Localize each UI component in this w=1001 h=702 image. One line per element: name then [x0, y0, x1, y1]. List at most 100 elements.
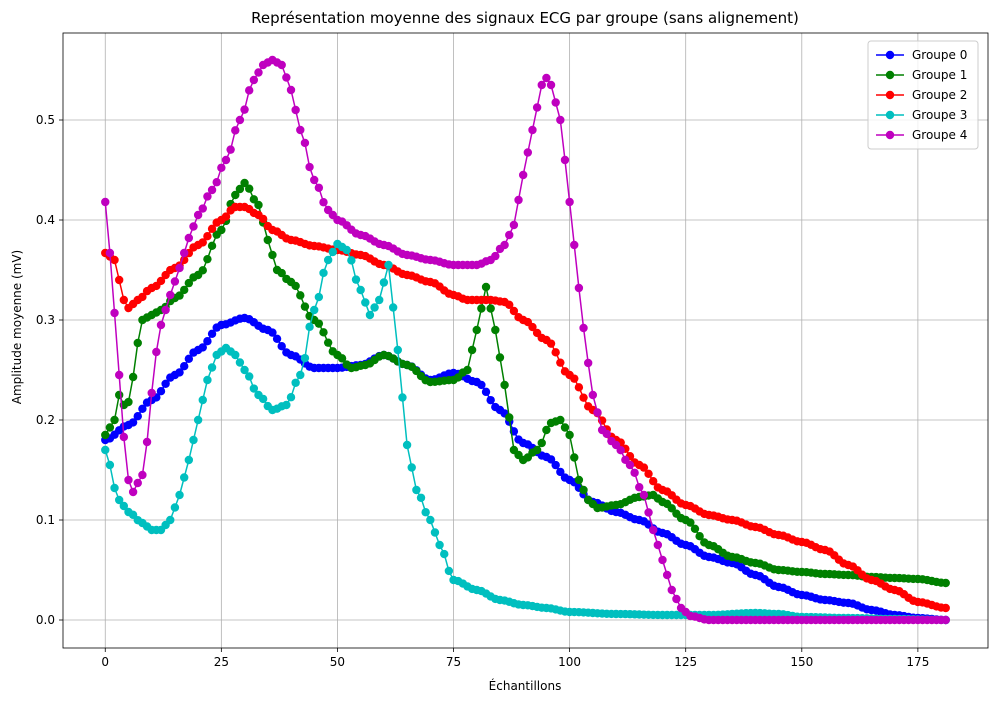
data-point [198, 395, 207, 405]
data-point [110, 308, 119, 318]
data-point [258, 214, 268, 224]
data-point [184, 278, 194, 288]
data-point [941, 615, 950, 625]
data-point [941, 603, 950, 613]
data-point [138, 404, 147, 413]
data-point [207, 329, 217, 338]
data-point [532, 445, 542, 455]
data-point [556, 115, 565, 125]
data-point [319, 268, 328, 278]
data-point [138, 292, 147, 302]
data-point [402, 440, 412, 450]
data-point [574, 283, 584, 293]
data-point [477, 380, 486, 390]
data-point [379, 278, 389, 287]
data-point [156, 387, 166, 396]
data-point [370, 303, 379, 312]
legend-label: Groupe 0 [912, 48, 967, 62]
data-point [551, 348, 560, 357]
data-point [421, 508, 430, 517]
data-point [565, 430, 574, 440]
data-point [193, 415, 203, 425]
x-tick-label: 125 [674, 655, 697, 669]
data-point [644, 469, 653, 478]
data-point [263, 235, 272, 245]
data-point [537, 438, 546, 448]
data-point [300, 302, 310, 311]
data-point [217, 225, 226, 235]
legend: Groupe 0 Groupe 1 Groupe 2 Groupe 3 Groupe 4 [867, 40, 979, 150]
data-point [570, 374, 579, 383]
data-point [323, 255, 333, 265]
data-point [119, 295, 129, 305]
data-point [101, 197, 110, 207]
data-point [491, 251, 500, 261]
data-point [184, 354, 194, 363]
data-point [495, 353, 505, 362]
data-point [625, 460, 635, 470]
data-point [528, 125, 537, 135]
series-1 [101, 178, 950, 588]
data-point [240, 178, 249, 188]
data-point [407, 463, 416, 472]
data-point [384, 260, 393, 270]
data-point [240, 105, 249, 114]
data-point [556, 467, 565, 477]
data-point [198, 343, 207, 352]
data-point [249, 195, 259, 204]
data-point [291, 105, 300, 115]
data-point [231, 126, 240, 135]
data-point [180, 473, 189, 482]
data-point [277, 342, 286, 351]
data-point [277, 268, 286, 278]
data-point [686, 518, 695, 527]
data-point [101, 430, 110, 440]
data-point [658, 555, 667, 565]
data-point [310, 175, 319, 185]
data-point [546, 455, 556, 464]
data-point [133, 412, 142, 421]
data-point [175, 490, 184, 500]
data-point [574, 475, 584, 485]
data-point [347, 256, 356, 265]
data-point [426, 515, 435, 525]
data-point [235, 115, 245, 125]
data-point [477, 304, 486, 313]
data-point [305, 162, 314, 172]
data-point [361, 298, 370, 307]
data-point [110, 415, 119, 425]
data-point [105, 460, 115, 470]
data-point [170, 277, 180, 286]
data-point [180, 248, 189, 258]
data-point [300, 353, 310, 363]
data-point [588, 390, 598, 400]
y-tick-label: 0.0 [36, 613, 55, 627]
data-point [156, 276, 166, 286]
data-point [203, 254, 212, 264]
y-tick-label: 0.3 [36, 313, 55, 327]
x-tick-label: 150 [790, 655, 813, 669]
data-point [277, 60, 286, 70]
data-point [254, 68, 263, 77]
data-point [156, 320, 166, 330]
data-point [695, 532, 704, 541]
data-point [184, 233, 194, 243]
data-point [690, 524, 700, 533]
data-point [570, 453, 579, 462]
data-point [180, 362, 189, 371]
chart-title: Représentation moyenne des signaux ECG p… [251, 9, 799, 27]
data-point [245, 86, 254, 95]
data-point [128, 418, 138, 427]
data-point [509, 306, 519, 316]
data-point [161, 305, 170, 315]
data-point [542, 425, 551, 435]
data-point [649, 477, 658, 486]
legend-item: Groupe 2 [876, 88, 967, 102]
data-point [114, 275, 124, 285]
data-point [639, 490, 649, 500]
data-point [491, 325, 500, 335]
data-point [217, 163, 226, 172]
x-tick-label: 50 [330, 655, 345, 669]
data-point [180, 285, 189, 295]
data-point [583, 358, 593, 368]
